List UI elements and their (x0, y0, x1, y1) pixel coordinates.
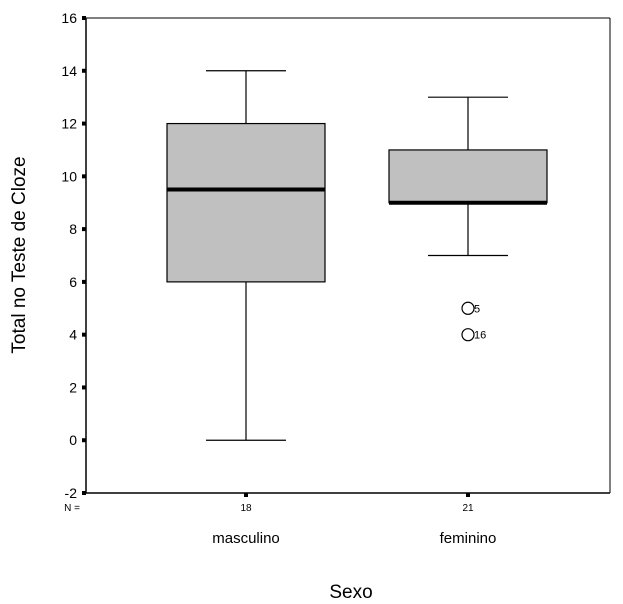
boxes: 5 16 (166, 70, 548, 441)
outlier-label: 5 (474, 303, 480, 315)
y-tick-mark (82, 279, 86, 284)
y-tick-mark (82, 332, 86, 337)
x-tick-mark (244, 493, 248, 497)
outlier-label: 16 (474, 330, 486, 342)
plot-area (85, 17, 611, 494)
x-tick-mark (466, 493, 470, 497)
y-tick-mark (82, 68, 86, 73)
y-tick-label: 4 (69, 327, 77, 343)
y-tick-label: 0 (69, 432, 77, 448)
iqr-box (166, 122, 326, 283)
n-prefix-label: N = (64, 503, 80, 514)
category-label: masculino (212, 530, 280, 547)
y-tick-mark (82, 491, 86, 495)
y-tick-mark (82, 227, 86, 232)
y-tick-mark (82, 385, 86, 390)
y-tick-label: 8 (69, 221, 77, 237)
y-tick-label: 2 (69, 379, 77, 395)
outlier-point (461, 301, 475, 315)
y-tick-mark (82, 438, 86, 443)
category-label: feminino (440, 530, 497, 547)
y-tick-label: 6 (69, 274, 77, 290)
y-tick-mark (82, 174, 86, 179)
outlier-point (461, 328, 475, 342)
y-tick-label: -2 (65, 485, 78, 501)
box-group-masculino (166, 70, 326, 441)
n-count-label: 18 (240, 503, 252, 514)
x-axis-title: Sexo (329, 582, 372, 603)
y-tick-label: 10 (61, 168, 77, 184)
box-group-feminino: 5 16 (388, 96, 548, 342)
y-tick-label: 16 (61, 10, 77, 26)
n-count-label: 21 (462, 503, 474, 514)
y-tick-label: 14 (61, 63, 77, 79)
y-tick-mark (82, 16, 86, 20)
y-axis: -2 0 2 4 6 8 10 12 14 16 (61, 10, 86, 501)
y-axis-title: Total no Teste de Cloze (9, 156, 30, 353)
y-tick-label: 12 (61, 116, 77, 132)
x-axis: 18 masculino 21 feminino (212, 493, 496, 547)
iqr-box (388, 149, 548, 204)
y-tick-mark (82, 121, 86, 126)
